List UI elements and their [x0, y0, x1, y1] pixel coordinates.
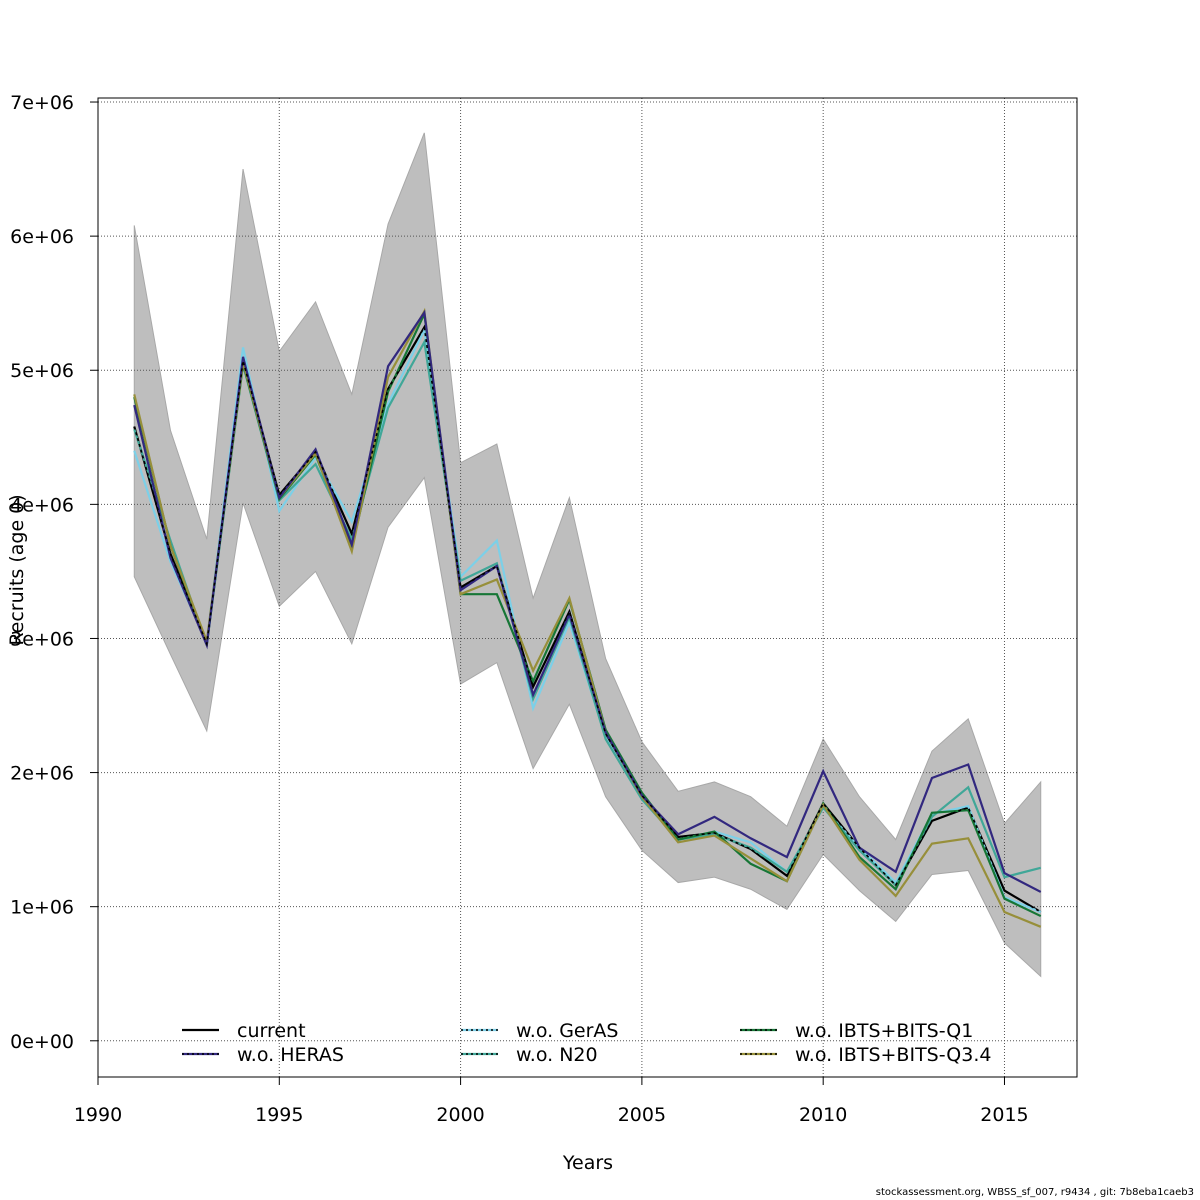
- y-tick-label: 7e+06: [10, 92, 74, 114]
- y-tick-label: 1e+06: [10, 897, 74, 919]
- x-tick-label: 2005: [618, 1104, 666, 1126]
- x-tick-label: 2000: [436, 1104, 484, 1126]
- x-tick-label: 1990: [74, 1104, 122, 1126]
- legend-label-2: w.o. GerAS: [516, 1020, 619, 1042]
- confidence-band: [133, 132, 1042, 978]
- series-line-current-overlay: [133, 324, 1042, 913]
- legend-label-1: w.o. HERAS: [237, 1044, 344, 1066]
- x-axis-label: Years: [562, 1152, 613, 1174]
- y-tick-label: 3e+06: [10, 628, 74, 650]
- x-tick-label: 2015: [980, 1104, 1028, 1126]
- y-tick-label: 2e+06: [10, 763, 74, 785]
- x-tick-label: 2010: [799, 1104, 847, 1126]
- confidence-band-area: [133, 132, 1042, 978]
- y-tick-label: 6e+06: [10, 226, 74, 248]
- series-lines: [133, 307, 1042, 928]
- footer-credit: stockassessment.org, WBSS_sf_007, r9434 …: [875, 1187, 1194, 1198]
- legend-label-0: current: [237, 1020, 306, 1042]
- y-axis-label: Recruits (age 0): [6, 494, 28, 645]
- legend-label-3: w.o. N20: [516, 1044, 598, 1066]
- legend-label-5: w.o. IBTS+BITS-Q3.4: [795, 1044, 991, 1066]
- series-line-3: [133, 338, 1042, 888]
- y-tick-label: 0e+00: [10, 1031, 74, 1053]
- x-tick-label: 1995: [255, 1104, 303, 1126]
- y-tick-label: 4e+06: [10, 494, 74, 516]
- axes: 1990 1995 2000 2005 2010 2015 0e+00 1e+06 2e+06 3…: [10, 92, 1029, 1126]
- legend-label-4: w.o. IBTS+BITS-Q1: [795, 1020, 973, 1042]
- y-tick-label: 5e+06: [10, 360, 74, 382]
